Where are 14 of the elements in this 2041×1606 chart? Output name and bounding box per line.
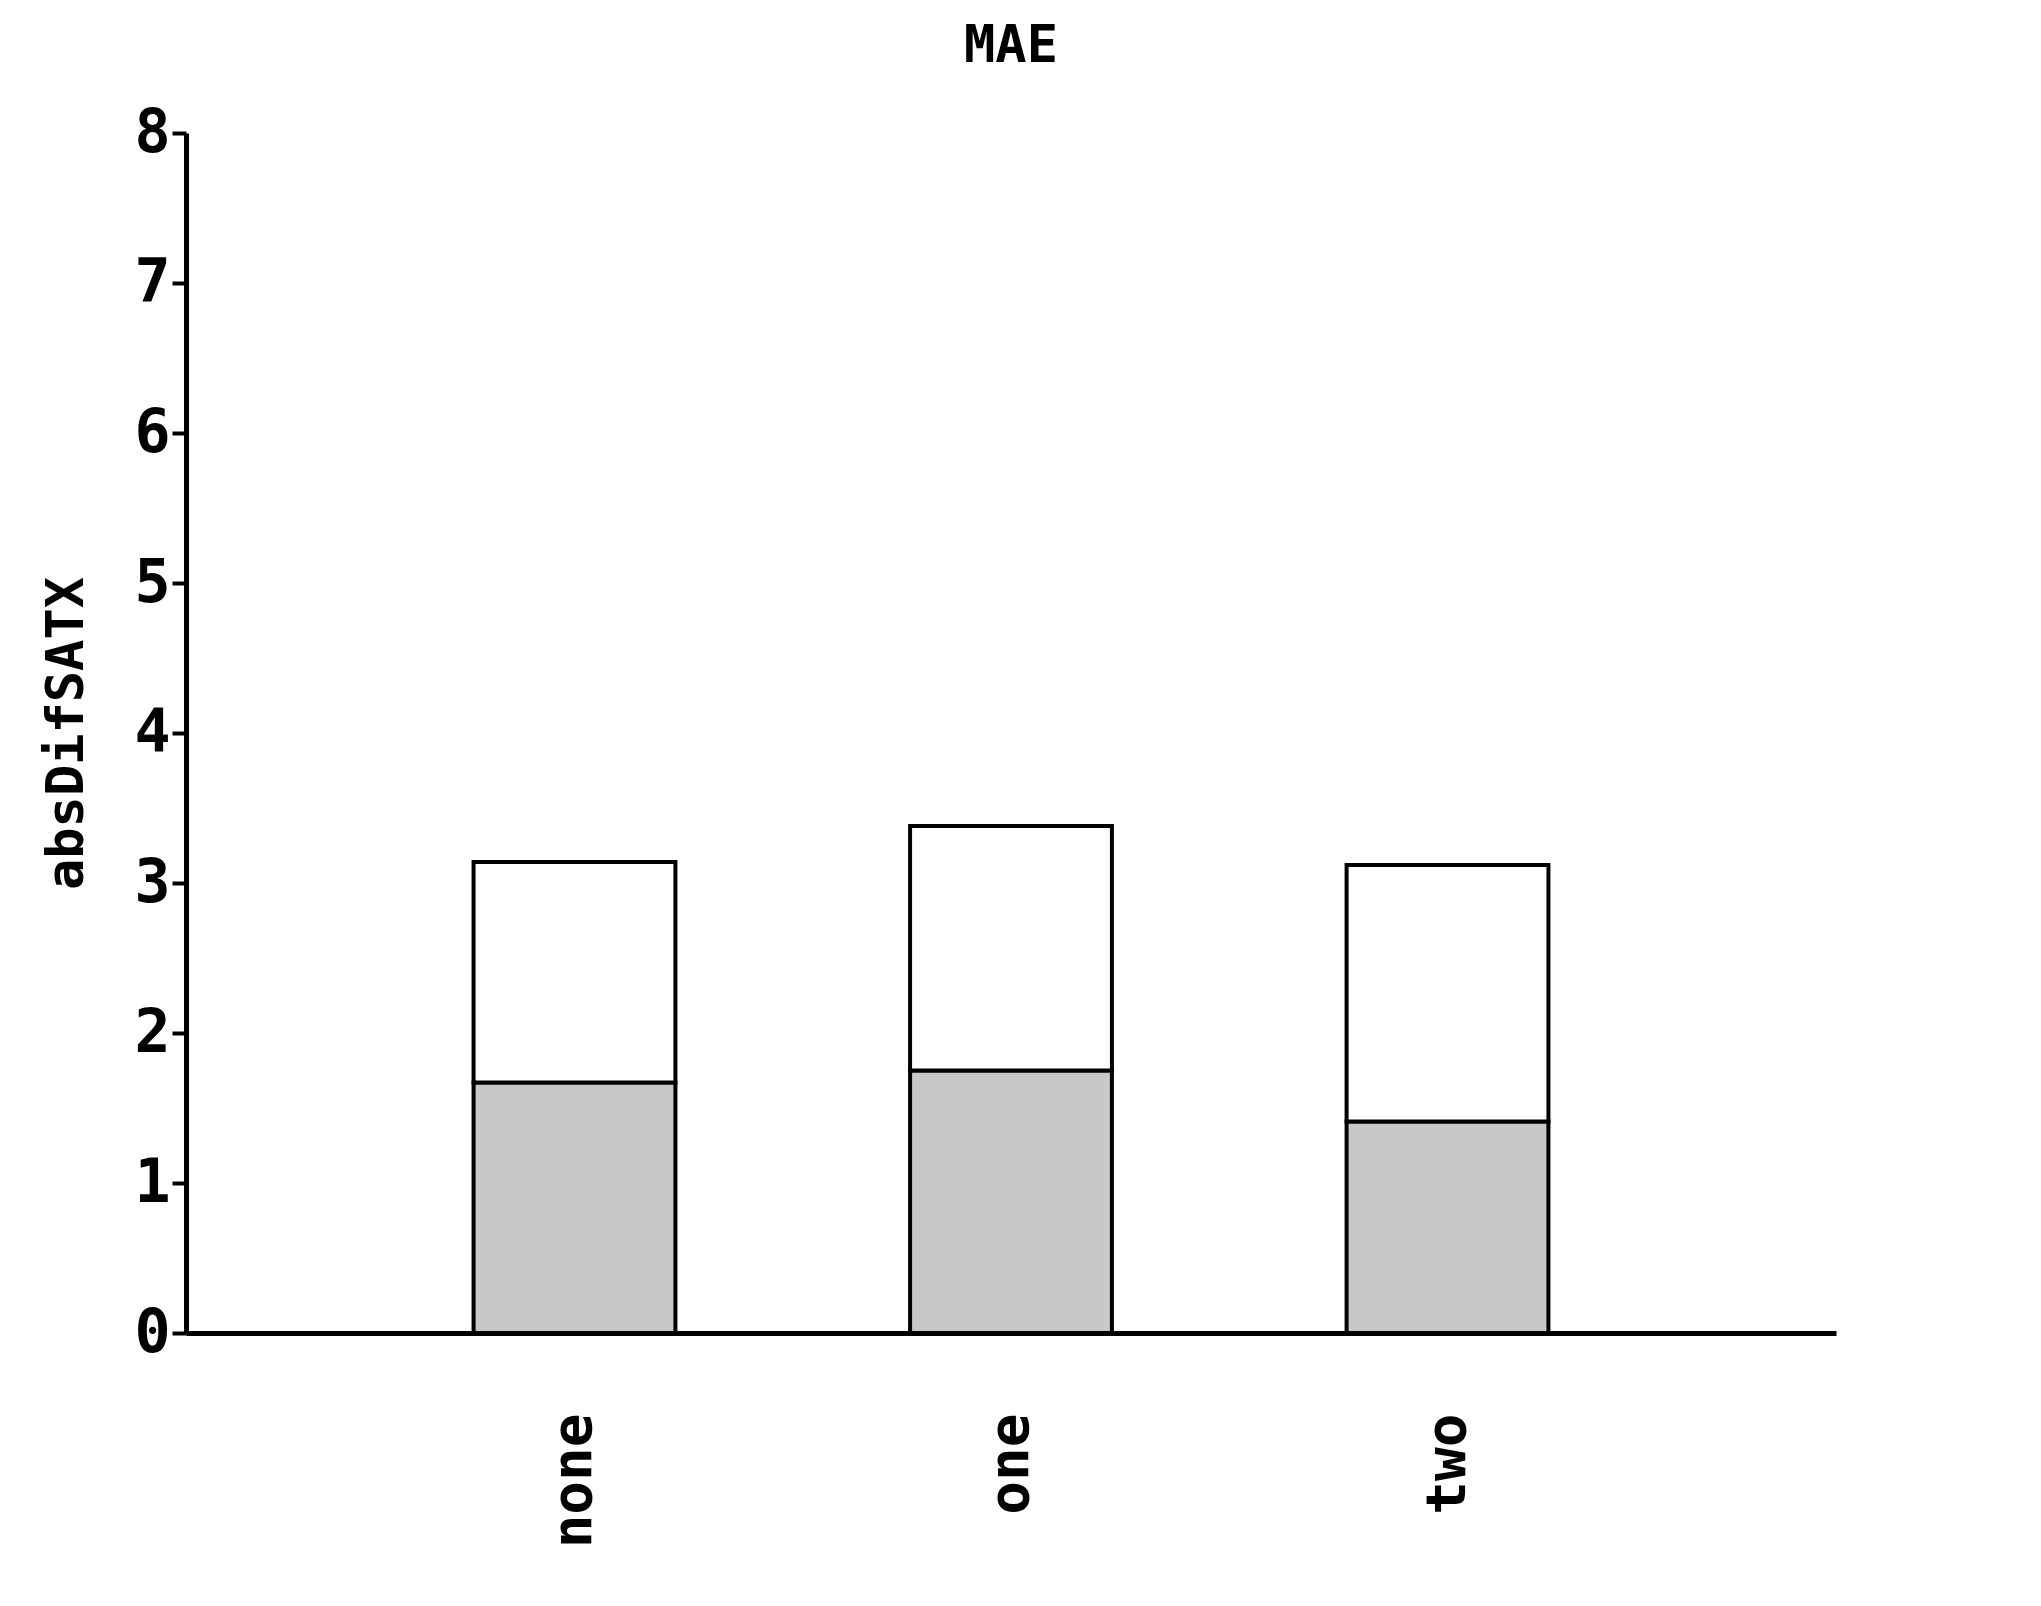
x-tick-label: none bbox=[539, 1413, 605, 1549]
chart-title: MAE bbox=[964, 14, 1058, 74]
y-tick-label: 3 bbox=[134, 845, 171, 916]
y-tick-label: 8 bbox=[134, 95, 171, 166]
y-tick-label: 2 bbox=[134, 995, 171, 1066]
y-tick-label: 0 bbox=[134, 1295, 171, 1366]
y-tick-label: 1 bbox=[134, 1145, 171, 1216]
x-tick-label: one bbox=[976, 1413, 1041, 1515]
y-tick-label: 6 bbox=[134, 395, 171, 466]
x-tick-label: two bbox=[1412, 1413, 1478, 1515]
y-tick-label: 7 bbox=[134, 245, 171, 316]
y-axis-title: absDifSATX bbox=[35, 576, 96, 891]
y-tick-label: 5 bbox=[134, 545, 171, 616]
y-tick-label: 4 bbox=[134, 695, 171, 766]
